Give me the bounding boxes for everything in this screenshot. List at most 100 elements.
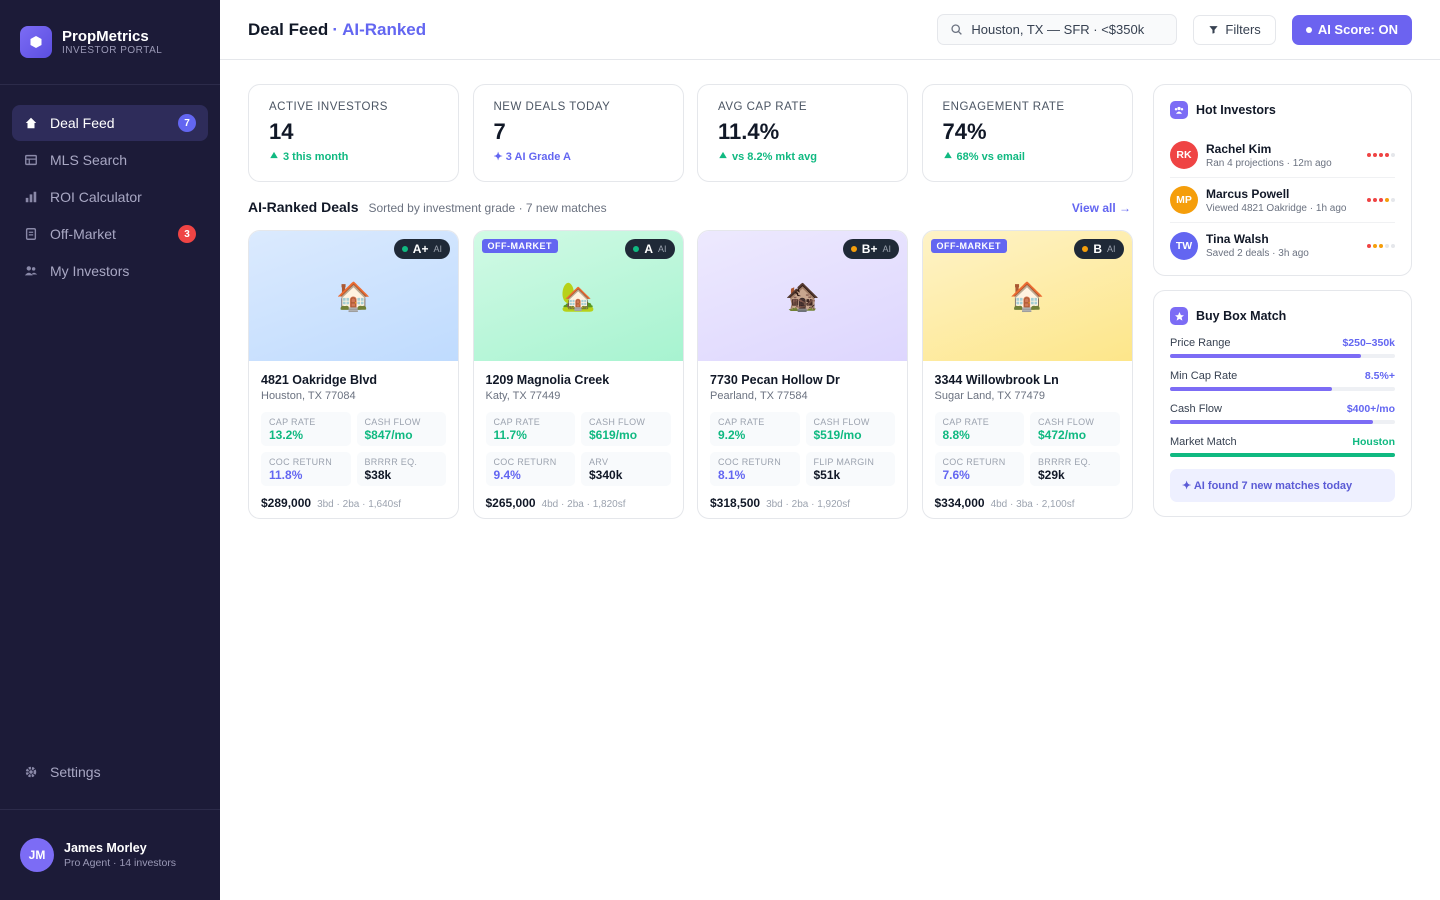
metric-value: $519/mo bbox=[813, 428, 862, 442]
grade: A bbox=[644, 242, 653, 256]
row-value: $400+/mo bbox=[1346, 403, 1395, 415]
metric-value: 8.8% bbox=[942, 428, 970, 442]
progress bbox=[1170, 420, 1395, 424]
row-label: Market Match bbox=[1170, 436, 1237, 448]
icon bbox=[1174, 106, 1184, 114]
heat-dots bbox=[1367, 198, 1395, 202]
view-all[interactable]: View all → bbox=[1071, 201, 1131, 215]
investor-text: Marcus Powell Viewed 4821 Oakridge · 1h a… bbox=[1206, 187, 1346, 214]
header: Deal Feed · AI-Ranked Houston, TX — SFR · … bbox=[220, 0, 1440, 60]
delta-text: 3 this month bbox=[283, 151, 349, 163]
stat-card: ENGAGEMENT RATE 74% 68% vs email bbox=[921, 84, 1133, 182]
hot-investors: Hot Investors RK Rachel Kim Ran 4 projectio… bbox=[1153, 84, 1412, 276]
metric-label: CAP RATE bbox=[718, 417, 765, 427]
deal-card[interactable]: 🏡 OFF-MARKET A AI 1209 Magnolia Creek Katy, T… bbox=[472, 230, 684, 519]
metric-label: CASH FLOW bbox=[364, 417, 421, 427]
metric-label: CASH FLOW bbox=[1038, 417, 1095, 427]
stat-value: 7 bbox=[493, 119, 506, 144]
panel-header: Hot Investors bbox=[1170, 101, 1395, 119]
nav-item[interactable]: ROI Calculator bbox=[12, 179, 208, 215]
deal-card[interactable]: 🏚️ B+ AI 7730 Pecan Hollow Dr Pearland, TX 7… bbox=[697, 230, 908, 519]
icon bbox=[270, 151, 278, 159]
row-label: Min Cap Rate bbox=[1170, 370, 1238, 382]
icon bbox=[25, 117, 37, 129]
metric: BRRRR EQ. $29k bbox=[1030, 452, 1120, 486]
metric-value: $619/mo bbox=[589, 428, 638, 442]
metric-value: $38k bbox=[364, 468, 392, 482]
ai-label: AI bbox=[1106, 244, 1116, 254]
metric-value: $51k bbox=[813, 468, 841, 482]
ai-toggle[interactable]: AI Score: ON bbox=[1291, 14, 1412, 45]
grade: B bbox=[1093, 242, 1102, 256]
nav-item[interactable]: My Investors bbox=[12, 253, 208, 289]
sidebar: PropMetrics INVESTOR PORTAL Deal Feed 7 MLS … bbox=[0, 0, 220, 900]
metric-value: $340k bbox=[589, 468, 623, 482]
deal-card[interactable]: 🏠 A+ AI 4821 Oakridge Blvd Houston, TX 77084… bbox=[248, 230, 459, 519]
grade-dot bbox=[401, 246, 408, 252]
deals-header: AI-Ranked Deals Sorted by investment grad… bbox=[248, 199, 1131, 215]
price-row: $289,000 3bd · 2ba · 1,640sf bbox=[261, 496, 446, 510]
stat-value: 11.4% bbox=[718, 119, 780, 144]
nav: Deal Feed 7 MLS Search ROI Calculator Off-Ma… bbox=[0, 85, 220, 310]
metric-value: 11.8% bbox=[269, 468, 303, 482]
metric-value: $472/mo bbox=[1038, 428, 1087, 442]
deal-card[interactable]: 🏠 OFF-MARKET B AI 3344 Willowbrook Ln Sugar L… bbox=[921, 230, 1133, 519]
row-labels: Price Range $250–350k bbox=[1170, 337, 1395, 349]
row-value: Houston bbox=[1352, 436, 1395, 448]
brand: PropMetrics INVESTOR PORTAL bbox=[0, 0, 220, 85]
specs: 3bd · 2ba · 1,640sf bbox=[317, 499, 402, 510]
delta-text: ✦ 3 AI Grade A bbox=[493, 151, 571, 163]
buy-box-row: Market Match Houston bbox=[1170, 436, 1395, 457]
stat-card: NEW DEALS TODAY 7 ✦ 3 AI Grade A bbox=[472, 84, 684, 182]
panel-title: Buy Box Match bbox=[1196, 309, 1287, 323]
metric-value: 8.1% bbox=[718, 468, 746, 482]
icon bbox=[951, 24, 963, 35]
icon bbox=[25, 228, 37, 240]
row-label: Cash Flow bbox=[1170, 403, 1222, 415]
deal-icon: 🏚️ bbox=[785, 280, 820, 312]
investor[interactable]: MP Marcus Powell Viewed 4821 Oakridge · 1h… bbox=[1170, 178, 1395, 223]
nav-item[interactable]: MLS Search bbox=[12, 142, 208, 178]
grade: B+ bbox=[861, 242, 878, 256]
nav-label: Deal Feed bbox=[50, 115, 115, 131]
icon bbox=[25, 154, 37, 166]
brand-tagline: INVESTOR PORTAL bbox=[62, 45, 163, 56]
delta-text: 68% vs email bbox=[956, 151, 1026, 163]
title-accent: · AI-Ranked bbox=[332, 19, 427, 39]
deal-body: 7730 Pecan Hollow Dr Pearland, TX 77584 CA… bbox=[698, 361, 907, 510]
avatar: TW bbox=[1170, 231, 1198, 260]
heat-dot bbox=[1391, 153, 1395, 157]
metric: CASH FLOW $472/mo bbox=[1030, 412, 1120, 446]
address: 7730 Pecan Hollow Dr bbox=[710, 373, 840, 387]
metric: COC RETURN 11.8% bbox=[261, 452, 351, 486]
grade-pill: B+ AI bbox=[842, 239, 899, 259]
metric-label: BRRRR EQ. bbox=[364, 457, 418, 467]
investor[interactable]: RK Rachel Kim Ran 4 projections · 12m ago bbox=[1170, 133, 1395, 178]
ai-label: AI bbox=[433, 244, 442, 254]
brand-name: PropMetrics bbox=[62, 28, 149, 45]
progress bbox=[1170, 387, 1395, 391]
settings[interactable]: Settings bbox=[12, 754, 208, 790]
heat-dot bbox=[1373, 243, 1377, 248]
stat-card: ACTIVE INVESTORS 14 3 this month bbox=[248, 84, 459, 182]
user: JM James Morley Pro Agent · 14 investors bbox=[0, 809, 220, 900]
stat-card: AVG CAP RATE 11.4% vs 8.2% mkt avg bbox=[697, 84, 908, 182]
heat-dot bbox=[1367, 198, 1371, 202]
heat-dot bbox=[1391, 243, 1395, 248]
specs: 3bd · 2ba · 1,920sf bbox=[766, 499, 851, 510]
investor-detail: Ran 4 projections · 12m ago bbox=[1206, 157, 1332, 169]
search[interactable]: Houston, TX — SFR · <$350k bbox=[937, 14, 1178, 45]
filters-button[interactable]: Filters bbox=[1193, 14, 1276, 45]
nav-item[interactable]: Off-Market 3 bbox=[12, 216, 208, 252]
heat-dot bbox=[1373, 153, 1377, 157]
city: Katy, TX 77449 bbox=[485, 390, 561, 402]
investor[interactable]: TW Tina Walsh Saved 2 deals · 3h ago bbox=[1170, 223, 1395, 268]
off-market-tag: OFF-MARKET bbox=[481, 239, 558, 253]
avatar: RK bbox=[1170, 141, 1198, 169]
nav-item[interactable]: Deal Feed 7 bbox=[12, 105, 208, 141]
price-row: $318,500 3bd · 2ba · 1,920sf bbox=[710, 496, 895, 510]
progress-fill bbox=[1170, 420, 1373, 424]
icon bbox=[719, 151, 727, 159]
price: $318,500 bbox=[710, 496, 761, 510]
icon bbox=[30, 36, 42, 48]
